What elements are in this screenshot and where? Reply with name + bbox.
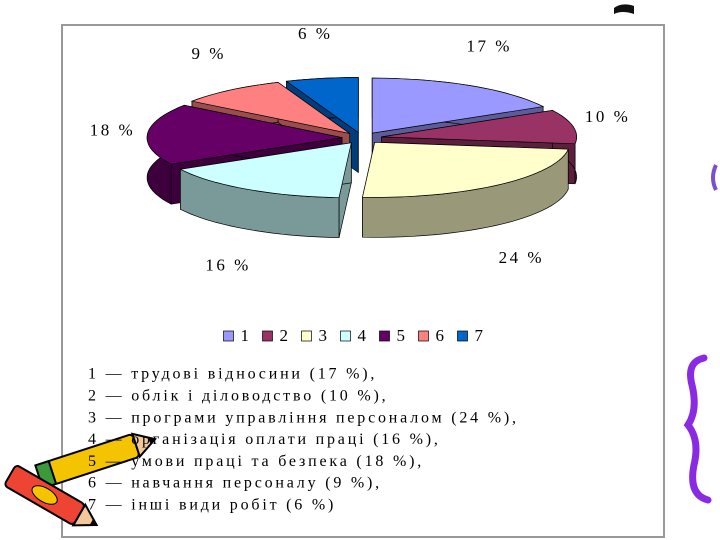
legend: 1 2 3 4 5 6 7: [223, 326, 486, 345]
pie: 17 % 10 % 24 % 16 % 18 % 9 % 6 %: [90, 24, 630, 275]
decoration-pencils: [4, 432, 157, 527]
slice-top: [146, 104, 343, 165]
value-label: 16 %: [205, 256, 250, 275]
decoration-arc: [711, 164, 718, 191]
legend-swatch: [418, 330, 429, 342]
slice-top: [179, 142, 352, 199]
slice-top: [362, 141, 569, 198]
value-label: 24 %: [499, 248, 544, 267]
legend-label: 3: [319, 326, 330, 345]
legend-swatch: [340, 330, 351, 342]
slice-top: [285, 77, 359, 134]
description-line: 2 — облік і діловодство (10 %),: [88, 387, 388, 404]
legend-label: 6: [436, 326, 447, 345]
decoration-mark: [614, 4, 634, 14]
pie-slice: [362, 141, 569, 238]
legend-swatch: [301, 330, 312, 342]
value-label: 18 %: [90, 120, 135, 139]
pie-slice: [179, 142, 352, 239]
description-line: 1 — трудові відносини (17 %),: [88, 366, 377, 383]
legend-label: 4: [358, 326, 369, 345]
decoration-brace: [683, 354, 712, 504]
legend-swatch: [223, 330, 234, 342]
value-label: 10 %: [585, 107, 630, 126]
slice-top: [371, 77, 545, 134]
description-line: 7 — інші види робіт (6 %): [88, 496, 336, 513]
legend-swatch: [379, 330, 390, 342]
legend-label: 7: [475, 326, 486, 345]
description: 1 — трудові відносини (17 %), 2 — облік і…: [88, 366, 519, 514]
description-line: 6 — навчання персоналу (9 %),: [88, 475, 382, 492]
value-label: 6 %: [298, 24, 332, 43]
slice-top: [381, 110, 577, 145]
chart-frame: [61, 24, 665, 538]
description-line: 5 — умови праці та безпека (18 %),: [88, 453, 424, 470]
legend-swatch: [262, 330, 273, 342]
description-line: 4 — організація оплати праці (16 %),: [88, 431, 441, 448]
value-label: 9 %: [192, 44, 226, 63]
legend-swatch: [457, 330, 468, 342]
legend-label: 5: [397, 326, 408, 345]
value-label: 17 %: [467, 37, 512, 56]
slice-top: [190, 82, 350, 134]
description-line: 3 — програми управління персоналом (24 %…: [88, 409, 519, 426]
legend-label: 1: [241, 326, 252, 345]
legend-label: 2: [280, 326, 291, 345]
